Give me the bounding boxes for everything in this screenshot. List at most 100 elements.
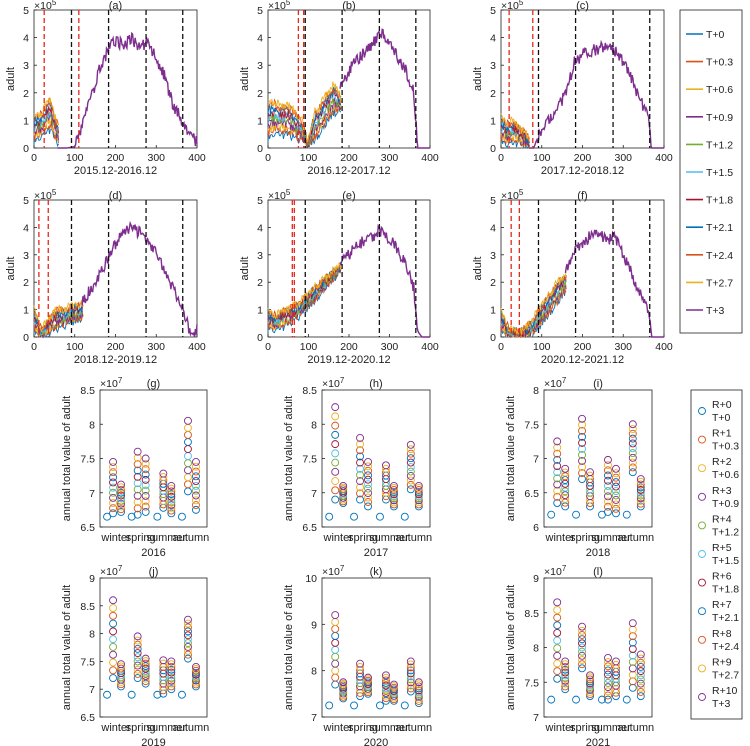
r-series-point bbox=[109, 457, 118, 466]
r-series-point bbox=[356, 682, 364, 691]
r-series-point bbox=[109, 604, 118, 612]
r-series-point bbox=[382, 461, 390, 470]
legend-marker bbox=[698, 635, 706, 644]
y-tick-label: 10 bbox=[305, 573, 317, 585]
axes-box bbox=[321, 389, 431, 528]
r-series-point bbox=[604, 461, 612, 470]
r-series-point bbox=[628, 625, 637, 634]
t-series-point bbox=[141, 679, 150, 688]
r-series-point bbox=[356, 477, 364, 486]
r-series-point bbox=[553, 644, 562, 653]
r-series-point bbox=[604, 670, 612, 679]
t-series-point bbox=[636, 491, 645, 500]
t-series-point bbox=[636, 488, 645, 497]
t-series-point bbox=[191, 678, 200, 687]
t-series-point bbox=[636, 688, 645, 696]
t-series-point bbox=[167, 481, 176, 490]
r-series-point bbox=[578, 639, 586, 648]
r-series-point bbox=[331, 449, 340, 458]
r-series-point bbox=[133, 466, 142, 475]
exponent-power: 5 bbox=[52, 188, 57, 197]
t-series-point bbox=[561, 479, 570, 488]
r-series-point bbox=[356, 470, 364, 479]
t-series-point bbox=[414, 481, 423, 490]
y-tick-label: 7 bbox=[89, 684, 95, 696]
y-tick-label: 2 bbox=[490, 277, 496, 289]
r-series-point bbox=[331, 458, 340, 467]
y-tick-label: 0 bbox=[490, 143, 496, 155]
t-series-point bbox=[414, 686, 423, 695]
t-series-point bbox=[191, 472, 200, 481]
panel-title: (d) bbox=[109, 190, 122, 202]
legend-label-t: T+2.7 bbox=[712, 669, 739, 681]
y-axis-label: annual total value of adult bbox=[505, 585, 517, 710]
r-series-point bbox=[578, 432, 586, 441]
category-label: winter bbox=[100, 722, 131, 734]
r-series-point bbox=[406, 663, 415, 672]
r-series-point bbox=[553, 443, 562, 452]
legend-label-t: T+0.6 bbox=[712, 469, 739, 481]
x-tick-label: 300 bbox=[614, 152, 632, 164]
r-series-point bbox=[578, 469, 586, 477]
r-series-point bbox=[382, 696, 390, 705]
y-tick-label: 5 bbox=[490, 195, 496, 207]
exponent-power: 7 bbox=[118, 564, 123, 573]
t-series-point bbox=[561, 468, 570, 477]
t-series-point bbox=[364, 673, 372, 682]
x-axis-label: 2018 bbox=[586, 547, 610, 559]
r-series-point bbox=[133, 636, 142, 645]
baseline-point bbox=[622, 695, 631, 704]
series-line-9 bbox=[33, 97, 59, 126]
y-tick-label: 3 bbox=[23, 250, 29, 262]
x-tick-label: 0 bbox=[498, 341, 504, 353]
t-series-point bbox=[364, 493, 372, 502]
baseline-point bbox=[598, 695, 606, 704]
legend-label: T+2.1 bbox=[706, 222, 733, 234]
series-line-common bbox=[339, 223, 430, 338]
exponent-label: ×107 bbox=[100, 564, 123, 578]
t-series-point bbox=[167, 506, 176, 515]
x-tick-label: 300 bbox=[147, 152, 165, 164]
category-label: autumn bbox=[617, 532, 654, 544]
r-series-point bbox=[109, 619, 118, 628]
r-series-point bbox=[159, 659, 168, 668]
r-series-point bbox=[109, 483, 118, 492]
y-tick-label: 1 bbox=[490, 305, 496, 317]
r-series-point bbox=[331, 467, 340, 476]
r-series-point bbox=[356, 458, 364, 467]
r-series-point bbox=[628, 439, 637, 448]
x-tick-label: 100 bbox=[66, 341, 84, 353]
x-axis-label: 2020 bbox=[364, 737, 388, 746]
t-series-point bbox=[586, 468, 594, 477]
t-series-point bbox=[561, 665, 570, 674]
r-series-point bbox=[604, 653, 612, 662]
line-panel-b: 0 1 2 3 4 5 0 100 200 300 400 adult 2016.12-2017.12 (… bbox=[239, 0, 439, 177]
t-series-point bbox=[636, 475, 645, 483]
t-series-point bbox=[191, 663, 200, 671]
r-series-point bbox=[578, 647, 586, 656]
r-series-point bbox=[553, 449, 562, 458]
r-series-point bbox=[604, 476, 612, 485]
r-series-point bbox=[406, 672, 415, 681]
r-series-point bbox=[628, 449, 637, 457]
r-series-point bbox=[406, 681, 415, 690]
r-series-point bbox=[604, 678, 612, 687]
r-series-point bbox=[109, 463, 118, 472]
r-series-point bbox=[604, 502, 612, 511]
baseline-point bbox=[153, 690, 162, 699]
x-tick-label: 200 bbox=[574, 152, 592, 164]
r-series-point bbox=[183, 619, 192, 628]
r-series-point bbox=[382, 671, 390, 680]
t-series-point bbox=[167, 682, 176, 691]
t-series-point bbox=[141, 497, 150, 506]
baseline-point bbox=[350, 512, 358, 521]
exponent-power: 5 bbox=[519, 0, 524, 7]
baseline-point bbox=[153, 512, 162, 521]
legend-label-t: T+1.8 bbox=[712, 584, 739, 596]
t-series-point bbox=[390, 502, 398, 511]
r-series-point bbox=[382, 673, 390, 682]
legend-label: T+0.9 bbox=[706, 112, 733, 124]
category-label: summer bbox=[146, 532, 186, 544]
r-series-point bbox=[578, 656, 586, 664]
x-axis-label: 2016 bbox=[141, 547, 165, 559]
